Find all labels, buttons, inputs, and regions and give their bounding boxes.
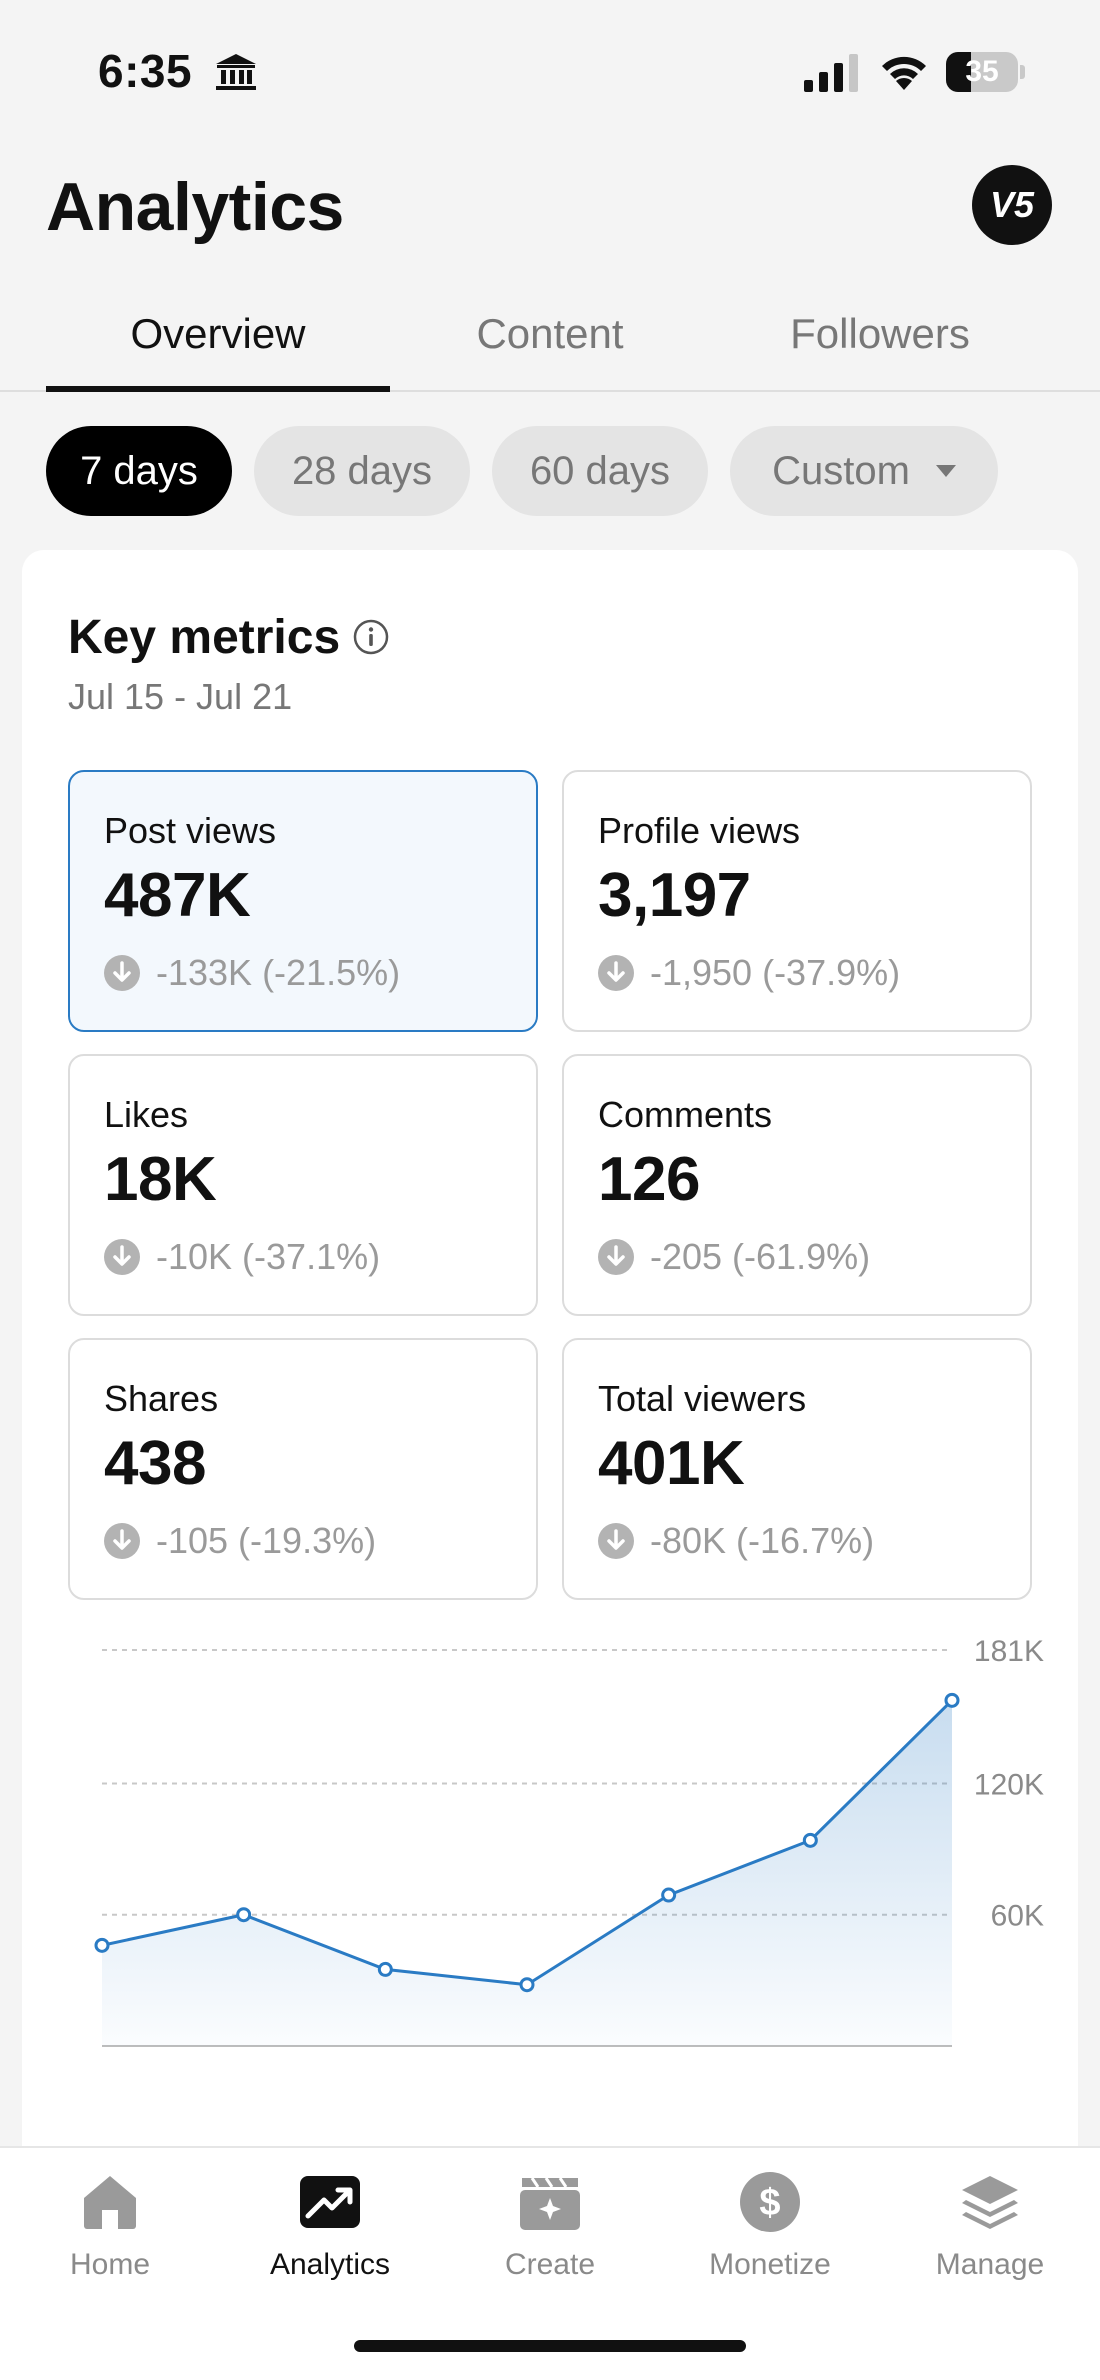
arrow-down-circle-icon: [104, 955, 140, 991]
chart-y-tick-label: 181K: [974, 1636, 1044, 1668]
metric-likes[interactable]: Likes 18K -10K (-37.1%): [68, 1054, 538, 1316]
metric-value: 401K: [598, 1429, 745, 1498]
filter-60-days[interactable]: 60 days: [492, 426, 708, 516]
nav-create[interactable]: Create: [450, 2170, 650, 2282]
caret-down-icon: [935, 465, 956, 477]
key-metrics-card: Key metrics Jul 15 - Jul 21 Post views 4…: [22, 550, 1078, 2380]
signal-icon: [804, 54, 858, 92]
analytics-icon: [300, 2176, 360, 2228]
arrow-down-circle-icon: [598, 1523, 634, 1559]
key-metrics-title: Key metrics: [68, 611, 341, 664]
date-filter-chips: 7 days 28 days 60 days Custom: [46, 426, 998, 516]
chart-data-point[interactable]: [802, 1832, 818, 1848]
arrow-down-circle-icon: [598, 1239, 634, 1275]
nav-label: Home: [69, 2248, 151, 2281]
avatar[interactable]: V5: [972, 165, 1052, 245]
nav-label: Manage: [935, 2248, 1045, 2281]
metric-value: 18K: [104, 1145, 217, 1214]
metric-profile-views[interactable]: Profile views 3,197 -1,950 (-37.9%): [562, 770, 1032, 1032]
metric-value: 3,197: [598, 861, 751, 930]
nav-monetize[interactable]: $ Monetize: [670, 2170, 870, 2282]
arrow-down-circle-icon: [104, 1239, 140, 1275]
filter-60-days-label: 60 days: [529, 448, 671, 493]
filter-custom[interactable]: Custom: [730, 426, 998, 516]
nav-label: Monetize: [709, 2248, 831, 2281]
metric-value: 438: [104, 1429, 206, 1498]
metric-change: -105 (-19.3%): [104, 1520, 376, 1562]
nav-label: Analytics: [269, 2248, 391, 2281]
metric-change: -133K (-21.5%): [104, 952, 400, 994]
chart-area-fill: [102, 1700, 952, 2046]
metric-label: Total viewers: [598, 1378, 807, 1419]
info-icon[interactable]: [352, 618, 390, 656]
chart-data-point[interactable]: [94, 1937, 110, 1953]
chart-data-point[interactable]: [661, 1887, 677, 1903]
tab-followers[interactable]: Followers: [790, 310, 970, 357]
metric-label: Likes: [104, 1094, 189, 1135]
metric-change-text: -133K (-21.5%): [156, 952, 401, 993]
metric-value: 487K: [104, 861, 251, 930]
metric-shares[interactable]: Shares 438 -105 (-19.3%): [68, 1338, 538, 1600]
filter-custom-label: Custom: [772, 448, 910, 493]
post-views-chart: 60K120K181KJul 15Jul 21: [94, 1636, 1044, 2047]
status-time: 6:35: [98, 45, 193, 97]
dollar-icon: $: [740, 2172, 800, 2232]
home-indicator: [354, 2340, 746, 2352]
filter-7-days[interactable]: 7 days: [46, 426, 232, 516]
chart-data-point[interactable]: [236, 1907, 252, 1923]
bank-icon: [216, 54, 256, 90]
metric-label: Shares: [104, 1378, 219, 1419]
chart-y-tick-label: 120K: [974, 1768, 1044, 1801]
active-tab-indicator: [46, 386, 390, 392]
wifi-icon: [882, 56, 926, 90]
chart-y-tick-label: 60K: [991, 1900, 1044, 1933]
metric-comments[interactable]: Comments 126 -205 (-61.9%): [562, 1054, 1032, 1316]
chart-data-point[interactable]: [519, 1977, 535, 1993]
metric-post-views[interactable]: Post views 487K -133K (-21.5%): [68, 770, 538, 1032]
metric-label: Profile views: [598, 810, 801, 851]
arrow-down-circle-icon: [104, 1523, 140, 1559]
arrow-down-circle-icon: [598, 955, 634, 991]
nav-home[interactable]: Home: [10, 2170, 210, 2282]
status-bar: 6:35 35: [0, 0, 1100, 140]
metric-change-text: -80K (-16.7%): [650, 1520, 875, 1561]
metric-change-text: -10K (-37.1%): [156, 1236, 381, 1277]
tab-bar: Overview Content Followers: [0, 290, 1100, 392]
metric-change-text: -205 (-61.9%): [650, 1236, 871, 1277]
layers-icon: [962, 2176, 1018, 2229]
filter-28-days[interactable]: 28 days: [254, 426, 470, 516]
battery-level: 35: [965, 55, 999, 88]
metric-label: Post views: [104, 810, 277, 851]
metric-change: -10K (-37.1%): [104, 1236, 380, 1278]
nav-label: Create: [504, 2248, 596, 2281]
nav-manage[interactable]: Manage: [890, 2170, 1090, 2282]
metric-change-text: -1,950 (-37.9%): [650, 952, 901, 993]
page-title: Analytics: [46, 169, 344, 245]
chart-data-point[interactable]: [944, 1692, 960, 1708]
tab-content[interactable]: Content: [476, 310, 624, 357]
tab-overview[interactable]: Overview: [130, 310, 306, 357]
filter-28-days-label: 28 days: [291, 448, 433, 493]
home-icon: [84, 2176, 136, 2229]
date-range: Jul 15 - Jul 21: [68, 676, 293, 717]
create-icon: [520, 2177, 580, 2230]
metric-change: -1,950 (-37.9%): [598, 952, 900, 994]
battery-indicator: 35: [946, 52, 1025, 92]
filter-7-days-label: 7 days: [80, 448, 198, 493]
metric-change: -80K (-16.7%): [598, 1520, 874, 1562]
metric-change-text: -105 (-19.3%): [156, 1520, 377, 1561]
metric-label: Comments: [598, 1094, 773, 1135]
svg-text:$: $: [759, 2182, 780, 2224]
chart-data-point[interactable]: [377, 1961, 393, 1977]
metric-total-viewers[interactable]: Total viewers 401K -80K (-16.7%): [562, 1338, 1032, 1600]
metric-change: -205 (-61.9%): [598, 1236, 870, 1278]
nav-analytics[interactable]: Analytics: [230, 2170, 430, 2282]
metric-value: 126: [598, 1145, 700, 1214]
